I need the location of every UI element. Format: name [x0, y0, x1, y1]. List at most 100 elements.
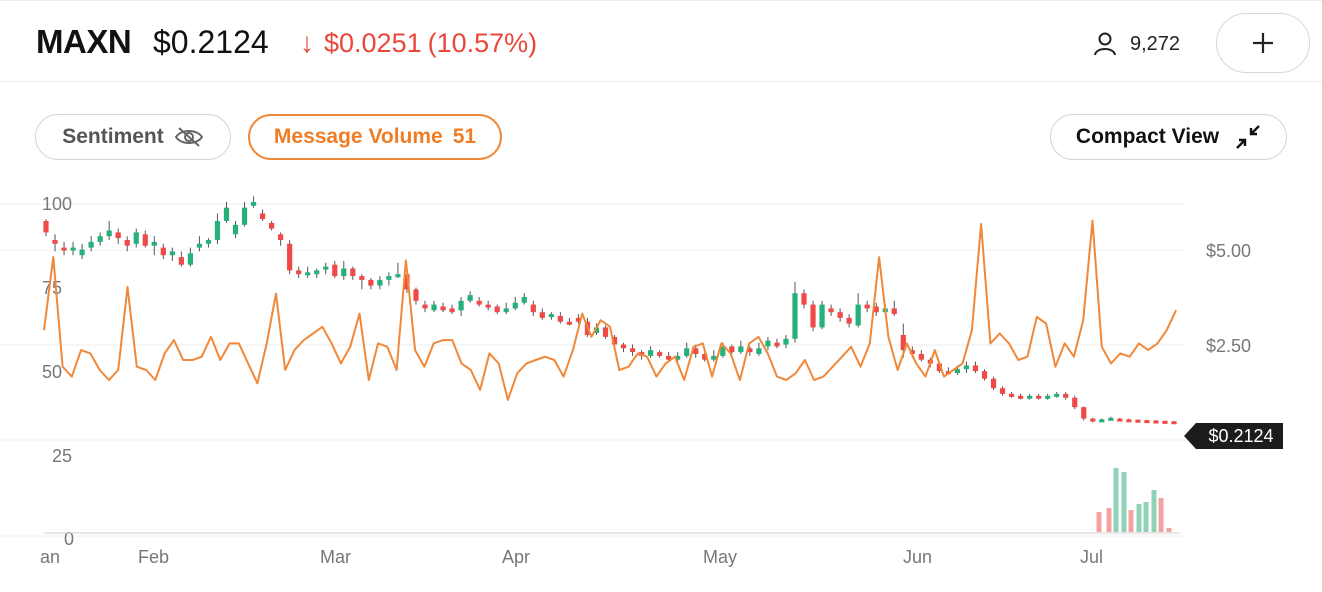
candle-body: [494, 306, 500, 313]
candle-body: [990, 378, 997, 389]
candle-body: [972, 365, 979, 372]
candle-body: [341, 268, 347, 277]
candle-body: [756, 348, 762, 354]
candle-body: [440, 306, 446, 311]
watchers-count: 9,272: [1092, 31, 1180, 57]
candle-body: [693, 348, 699, 354]
candle-body: [1017, 395, 1024, 399]
candle-body: [422, 304, 428, 309]
candle-body: [205, 240, 212, 244]
candle-body: [142, 234, 148, 246]
candle-body: [250, 202, 257, 206]
candle-body: [747, 348, 753, 353]
volume-bar: [1158, 498, 1164, 532]
candle-body: [702, 354, 708, 360]
sentiment-toggle-button[interactable]: Sentiment: [35, 114, 231, 160]
candle-body: [684, 348, 690, 356]
price-change: ↓ $0.0251 (10.57%): [300, 27, 537, 59]
candle-body: [259, 213, 266, 220]
candle-body: [350, 268, 356, 277]
quote-header: MAXN $0.2124 ↓ $0.0251 (10.57%) 9,272: [0, 0, 1322, 82]
candle-body: [792, 293, 798, 339]
candle-body: [115, 232, 121, 239]
add-to-watchlist-button[interactable]: [1216, 13, 1310, 73]
volume-bar: [1121, 472, 1127, 532]
volume-bar: [1166, 528, 1172, 532]
sentiment-label: Sentiment: [62, 125, 164, 148]
left-tick-label: 50: [42, 362, 62, 382]
price-chart[interactable]: 100 75 50 25 0 $5.00 $2.50 an Feb Mar Apr May Jun J…: [0, 190, 1322, 592]
candle-body: [305, 272, 311, 276]
candle-body: [666, 355, 672, 360]
candle-body: [52, 240, 58, 244]
candle-body: [774, 342, 780, 347]
candle-body: [223, 207, 230, 221]
candle-body: [1153, 420, 1159, 424]
candle-body: [359, 276, 365, 280]
candle-body: [269, 222, 275, 229]
right-axis: $5.00 $2.50: [1206, 241, 1251, 356]
candle-body: [61, 247, 67, 251]
candle-body: [1090, 418, 1096, 422]
candle-body: [467, 295, 473, 301]
candle-body: [675, 355, 681, 360]
candle-body: [314, 270, 320, 275]
candle-body: [512, 302, 518, 309]
candle-body: [1099, 419, 1105, 423]
message-volume-line: [43, 219, 1177, 401]
candle-body: [124, 240, 130, 246]
volume-bar: [1106, 508, 1112, 532]
candle-body: [1126, 419, 1132, 423]
candle-body: [1108, 417, 1114, 421]
candle-body: [629, 348, 636, 353]
candle-body: [783, 338, 789, 345]
left-tick-label: 0: [64, 529, 74, 549]
candle-body: [323, 266, 329, 270]
candle-body: [909, 350, 915, 354]
candle-body: [846, 317, 852, 324]
candle-body: [395, 274, 401, 278]
candle-body: [1027, 395, 1033, 399]
candle-body: [1045, 395, 1051, 399]
candle-body: [377, 279, 383, 286]
candle-body: [332, 264, 338, 277]
compact-view-label: Compact View: [1075, 125, 1220, 148]
candle-body: [458, 300, 464, 311]
message-volume-toggle-button[interactable]: Message Volume 51: [248, 114, 502, 160]
last-price: $0.2124: [153, 24, 269, 60]
candle-body: [133, 232, 139, 244]
candle-body: [287, 243, 293, 271]
volume-bar: [1136, 504, 1142, 532]
candle-body: [485, 304, 491, 308]
candle-body: [70, 247, 76, 251]
candle-body: [97, 236, 103, 242]
candle-body: [1036, 395, 1042, 399]
candle-body: [657, 352, 663, 356]
candle-body: [963, 365, 970, 370]
candle-body: [1008, 393, 1015, 397]
volume-bar: [1151, 490, 1157, 532]
x-tick-label: Feb: [138, 547, 169, 567]
candle-body: [187, 253, 193, 265]
candle-body: [151, 241, 157, 246]
candle-body: [413, 289, 419, 301]
candle-body: [602, 327, 609, 337]
candle-body: [1144, 420, 1150, 424]
candle-body: [79, 249, 85, 256]
x-tick-label: May: [703, 547, 737, 567]
candle-body: [1054, 393, 1060, 397]
candle-body: [548, 314, 554, 318]
x-tick-label: Apr: [502, 547, 530, 567]
compact-view-button[interactable]: Compact View: [1050, 114, 1287, 160]
candle-body: [918, 354, 924, 360]
candle-body: [1072, 397, 1078, 408]
candle-body: [765, 340, 771, 347]
candle-body: [729, 346, 735, 353]
candles: [43, 196, 1177, 425]
candle-body: [521, 297, 527, 303]
change-amount: $0.0251: [324, 27, 422, 58]
left-tick-label: 100: [42, 194, 72, 214]
message-volume-label: Message Volume: [273, 125, 443, 148]
volume-bar: [1096, 512, 1102, 532]
candle-body: [88, 241, 94, 248]
